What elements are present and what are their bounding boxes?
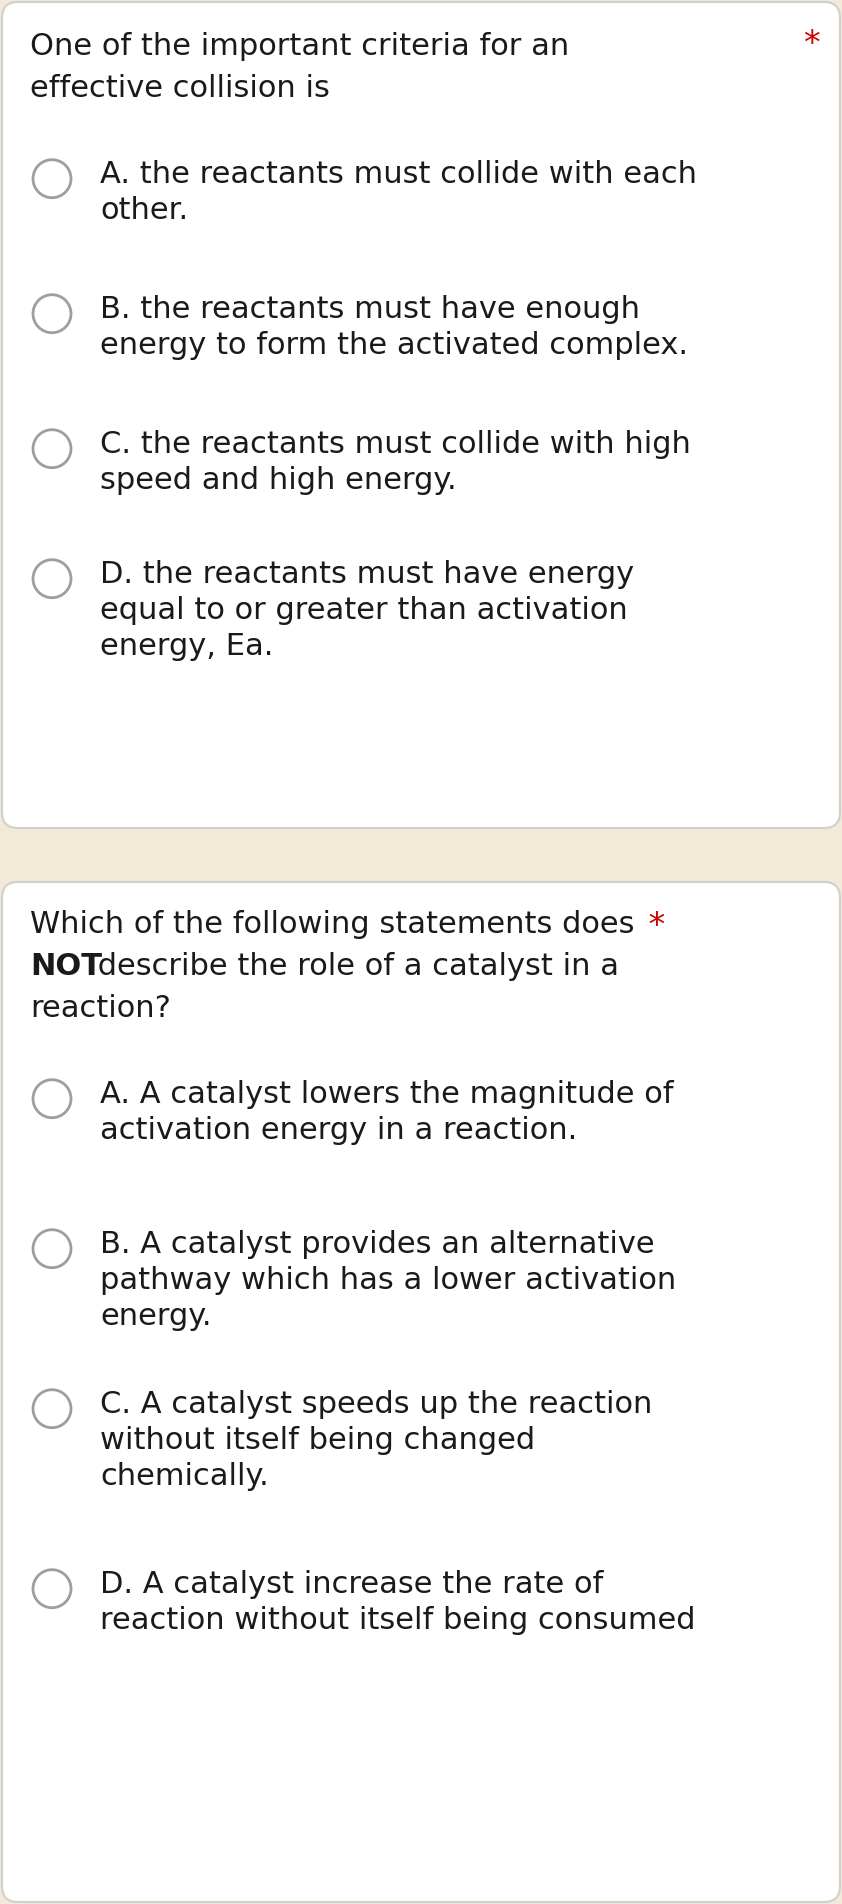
Text: *: * bbox=[803, 29, 820, 61]
Text: energy, Ea.: energy, Ea. bbox=[100, 632, 274, 661]
Text: *: * bbox=[638, 910, 665, 942]
Text: pathway which has a lower activation: pathway which has a lower activation bbox=[100, 1266, 676, 1295]
Text: reaction without itself being consumed: reaction without itself being consumed bbox=[100, 1605, 695, 1636]
Text: activation energy in a reaction.: activation energy in a reaction. bbox=[100, 1116, 578, 1144]
Bar bbox=[0, 830, 842, 880]
Text: effective collision is: effective collision is bbox=[30, 74, 330, 103]
Text: One of the important criteria for an: One of the important criteria for an bbox=[30, 32, 569, 61]
Text: D. the reactants must have energy: D. the reactants must have energy bbox=[100, 560, 634, 588]
FancyBboxPatch shape bbox=[2, 882, 840, 1902]
Text: A. A catalyst lowers the magnitude of: A. A catalyst lowers the magnitude of bbox=[100, 1080, 674, 1108]
Text: energy.: energy. bbox=[100, 1302, 211, 1331]
Text: chemically.: chemically. bbox=[100, 1462, 269, 1491]
Text: D. A catalyst increase the rate of: D. A catalyst increase the rate of bbox=[100, 1571, 603, 1599]
Text: equal to or greater than activation: equal to or greater than activation bbox=[100, 596, 628, 625]
FancyBboxPatch shape bbox=[2, 2, 840, 828]
Text: other.: other. bbox=[100, 196, 188, 225]
Text: B. the reactants must have enough: B. the reactants must have enough bbox=[100, 295, 640, 324]
Text: C. the reactants must collide with high: C. the reactants must collide with high bbox=[100, 430, 691, 459]
Text: speed and high energy.: speed and high energy. bbox=[100, 466, 456, 495]
Text: energy to form the activated complex.: energy to form the activated complex. bbox=[100, 331, 688, 360]
Text: NOT: NOT bbox=[30, 952, 102, 981]
Text: Which of the following statements does: Which of the following statements does bbox=[30, 910, 635, 939]
Text: describe the role of a catalyst in a: describe the role of a catalyst in a bbox=[88, 952, 619, 981]
Text: B. A catalyst provides an alternative: B. A catalyst provides an alternative bbox=[100, 1230, 654, 1259]
Text: without itself being changed: without itself being changed bbox=[100, 1426, 536, 1455]
Text: reaction?: reaction? bbox=[30, 994, 171, 1022]
Text: A. the reactants must collide with each: A. the reactants must collide with each bbox=[100, 160, 697, 188]
Text: C. A catalyst speeds up the reaction: C. A catalyst speeds up the reaction bbox=[100, 1390, 653, 1418]
